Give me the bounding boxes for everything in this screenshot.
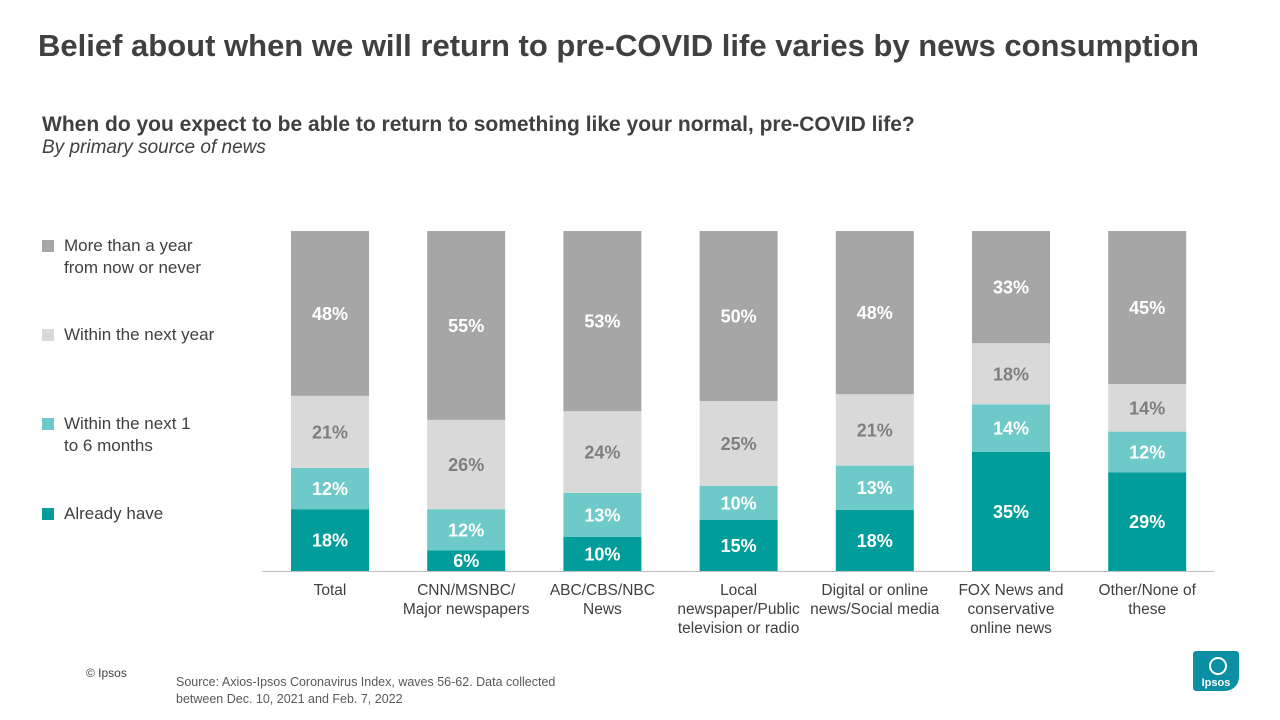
legend-label-within-year: Within the next year: [64, 325, 215, 344]
data-label: 48%: [857, 303, 893, 323]
bar-segment: [291, 509, 369, 571]
legend-swatch-1-6-months: [42, 418, 54, 430]
bar-segment: [972, 404, 1050, 452]
bar-segment: [291, 231, 369, 396]
bar-segment: [835, 465, 914, 510]
data-label: 21%: [857, 420, 893, 440]
data-label: 13%: [857, 478, 893, 498]
x-tick-label: Digital or online news/Social media: [810, 582, 940, 618]
bar-segment: [699, 231, 778, 401]
x-tick-label: ABC/CBS/NBC News: [550, 582, 655, 618]
x-tick-label: Other/None of these: [1099, 582, 1197, 618]
data-label: 10%: [721, 494, 757, 514]
bar-segment: [563, 537, 642, 571]
bar-segment: [835, 231, 914, 395]
data-label: 13%: [584, 505, 620, 525]
bar-segment: [699, 486, 778, 520]
bar-segment: [972, 343, 1050, 405]
data-label: 6%: [453, 551, 479, 571]
bar-segment: [972, 452, 1050, 571]
data-label: 48%: [312, 304, 348, 324]
data-label: 33%: [993, 278, 1029, 298]
data-label: 25%: [721, 434, 757, 454]
data-label: 45%: [1129, 298, 1165, 318]
logo-mark-icon: [1209, 657, 1227, 675]
bar-segment: [427, 509, 506, 551]
legend-swatch-within-year: [42, 329, 54, 341]
legend-label-already-have: Already have: [64, 504, 164, 523]
data-label: 35%: [993, 502, 1029, 522]
bar-segment: [563, 411, 642, 493]
bar-segment: [291, 395, 369, 468]
data-label: 14%: [993, 419, 1029, 439]
data-label: 10%: [584, 545, 620, 565]
legend-label-1-6-months: Within the next 1 to 6 months: [64, 414, 191, 455]
bar-segment: [427, 231, 506, 420]
legend-swatch-already-have: [42, 508, 54, 520]
data-label: 18%: [312, 531, 348, 551]
data-label: 12%: [448, 520, 484, 540]
bar-segment: [835, 509, 914, 571]
data-label: 12%: [1129, 443, 1165, 463]
chart-subtitle: By primary source of news: [42, 137, 266, 158]
data-label: 55%: [448, 316, 484, 336]
x-tick-label: FOX News and conservative online news: [958, 582, 1063, 637]
bar-segment: [291, 467, 369, 510]
data-label: 18%: [857, 531, 893, 551]
data-label: 50%: [721, 307, 757, 327]
x-tick-label: Total: [314, 582, 347, 599]
bar-segment: [1108, 231, 1187, 384]
bar-segment: [699, 401, 778, 486]
data-label: 53%: [584, 312, 620, 332]
x-tick-label: Local newspaper/Public television or radio: [677, 582, 800, 637]
legend-label-more-than-year: More than a year from now or never: [64, 236, 201, 277]
bar-segment: [563, 492, 642, 537]
data-label: 26%: [448, 455, 484, 475]
bar-segment: [1108, 384, 1187, 432]
logo-text: Ipsos: [1201, 677, 1231, 689]
data-label: 21%: [312, 422, 348, 442]
legend-swatch-more-than-year: [42, 240, 54, 252]
x-tick-label: CNN/MSNBC/Major newspapers: [403, 582, 530, 618]
data-label: 15%: [721, 536, 757, 556]
bar-segment: [1108, 472, 1187, 571]
data-label: 24%: [584, 443, 620, 463]
chart-title: Belief about when we will return to pre-…: [38, 28, 1199, 63]
bar-segment: [699, 520, 778, 571]
copyright: © Ipsos: [86, 666, 127, 680]
bar-segment: [427, 550, 506, 571]
bar-segment: [563, 231, 642, 412]
data-label: 14%: [1129, 398, 1165, 418]
bar-segment: [1108, 431, 1187, 473]
bar-segment: [835, 394, 914, 466]
source-note: Source: Axios-Ipsos Coronavirus Index, w…: [176, 675, 556, 706]
bar-segment: [427, 419, 506, 510]
data-label: 18%: [993, 364, 1029, 384]
chart-question: When do you expect to be able to return …: [42, 113, 915, 136]
ipsos-logo: Ipsos: [1193, 651, 1239, 691]
data-label: 29%: [1129, 512, 1165, 532]
data-label: 12%: [312, 479, 348, 499]
bar-segment: [972, 231, 1050, 344]
